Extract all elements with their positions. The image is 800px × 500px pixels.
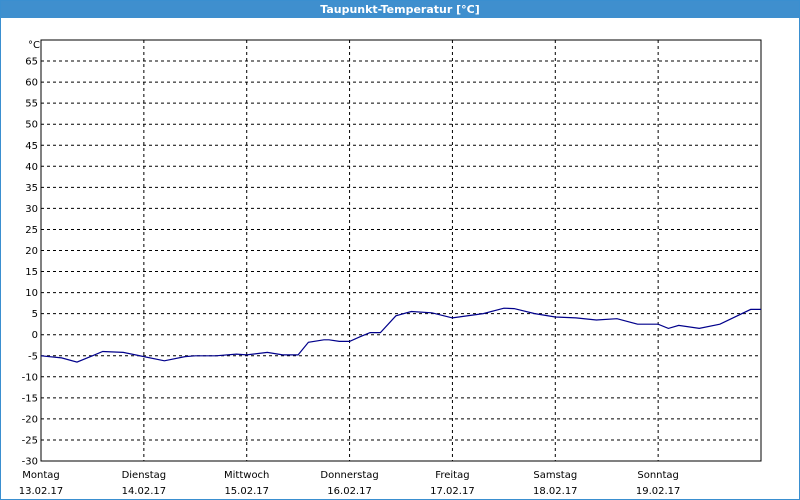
y-tick-label: 65 [25,57,38,68]
y-tick-label: -10 [22,372,38,383]
y-tick-label: 10 [25,288,38,299]
y-tick-label: 20 [25,246,38,257]
x-tick-day: Montag [22,470,59,481]
x-tick-day: Sonntag [637,470,679,481]
x-tick-day: Donnerstag [320,470,378,481]
y-tick-label: 0 [32,330,38,341]
y-tick-label: 50 [25,120,38,131]
x-tick-day: Mittwoch [224,470,269,481]
y-tick-label: 45 [25,141,38,152]
y-tick-label: -5 [28,351,38,362]
y-tick-label: 40 [25,162,38,173]
y-tick-label: 15 [25,267,38,278]
x-tick-date: 15.02.17 [224,486,269,497]
x-tick-date: 14.02.17 [122,486,167,497]
y-tick-label: 30 [25,204,38,215]
y-tick-label: -25 [22,435,38,446]
series-line [40,307,761,363]
y-tick-label: 25 [25,225,38,236]
y-tick-label: -20 [22,414,38,425]
x-tick-day: Freitag [435,470,469,481]
y-tick-label: 60 [25,78,38,89]
y-tick-label: 5 [32,309,38,320]
x-tick-date: 18.02.17 [533,486,578,497]
y-tick-label: 35 [25,183,38,194]
x-tick-day: Samstag [533,470,577,481]
x-tick-day: Dienstag [122,470,167,481]
y-axis-unit-label: °C [28,40,40,51]
y-tick-label: -30 [22,457,38,468]
x-tick-date: 16.02.17 [327,486,372,497]
x-tick-date: 17.02.17 [430,486,475,497]
x-tick-date: 13.02.17 [19,486,64,497]
x-tick-date: 19.02.17 [636,486,681,497]
y-tick-label: 55 [25,99,38,110]
y-tick-label: -15 [22,393,38,404]
window-title: Taupunkt-Temperatur [°C] [1,1,799,18]
